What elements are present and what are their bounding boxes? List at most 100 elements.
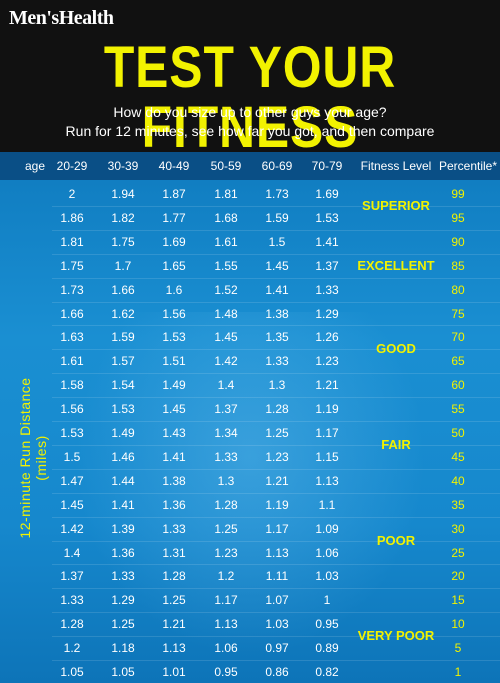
distance-cell: 1.3 bbox=[268, 378, 286, 393]
distance-cell: 1.17 bbox=[214, 593, 238, 608]
column-header: 30-39 bbox=[107, 159, 139, 173]
distance-cell: 1.51 bbox=[162, 354, 186, 369]
distance-cell: 1.1 bbox=[318, 497, 336, 512]
distance-cell: 1.58 bbox=[60, 378, 84, 393]
distance-cell: 1.75 bbox=[60, 258, 84, 273]
distance-cell: 1.33 bbox=[60, 593, 84, 608]
fitness-level-label: EXCELLENT bbox=[357, 257, 435, 273]
row-divider bbox=[52, 205, 500, 207]
percentile-cell: 30 bbox=[451, 521, 465, 536]
distance-cell: 1.37 bbox=[315, 258, 339, 273]
distance-cell: 1.59 bbox=[265, 210, 289, 225]
distance-cell: 1.81 bbox=[60, 234, 84, 249]
distance-cell: 1.94 bbox=[111, 187, 135, 201]
distance-cell: 1.69 bbox=[315, 187, 339, 201]
distance-cell: 1.41 bbox=[162, 449, 186, 464]
distance-cell: 1.28 bbox=[214, 497, 238, 512]
subtitle-line-2: Run for 12 minutes, see how far you got,… bbox=[65, 123, 435, 139]
percentile-cell: 40 bbox=[451, 473, 465, 488]
distance-cell: 1.01 bbox=[162, 665, 186, 679]
distance-cell: 1.25 bbox=[214, 521, 238, 536]
distance-cell: 1.86 bbox=[60, 210, 84, 225]
distance-cell: 1.75 bbox=[111, 234, 135, 249]
distance-cell: 1.33 bbox=[315, 282, 339, 297]
distance-cell: 0.97 bbox=[265, 641, 289, 656]
distance-cell: 1.77 bbox=[162, 210, 186, 225]
distance-cell: 1.19 bbox=[265, 497, 289, 512]
distance-cell: 1.47 bbox=[60, 473, 84, 488]
column-header: Fitness Level bbox=[360, 159, 432, 173]
distance-cell: 1.17 bbox=[265, 521, 289, 536]
distance-cell: 1.45 bbox=[214, 330, 238, 345]
distance-cell: 2 bbox=[68, 187, 76, 201]
percentile-cell: 55 bbox=[451, 402, 465, 417]
distance-cell: 1.34 bbox=[214, 426, 238, 440]
percentile-cell: 95 bbox=[451, 210, 465, 225]
percentile-cell: 10 bbox=[451, 617, 465, 632]
row-divider bbox=[52, 277, 500, 279]
row-divider bbox=[52, 492, 500, 494]
distance-cell: 1.23 bbox=[315, 354, 339, 369]
distance-cell: 1.26 bbox=[315, 330, 339, 345]
percentile-cell: 99 bbox=[451, 187, 465, 201]
row-divider bbox=[52, 516, 500, 518]
distance-cell: 1.36 bbox=[162, 497, 186, 512]
distance-cell: 1.53 bbox=[111, 402, 135, 417]
distance-cell: 1.29 bbox=[111, 593, 135, 608]
distance-cell: 1.73 bbox=[60, 282, 84, 297]
fitness-table: 12-minute Run Distance (miles) age 20-29 3… bbox=[0, 152, 500, 683]
distance-cell: 1.82 bbox=[111, 210, 135, 225]
distance-cell: 1.06 bbox=[214, 641, 238, 656]
distance-cell: 1.59 bbox=[111, 330, 135, 345]
distance-cell: 1.66 bbox=[60, 306, 84, 321]
row-divider bbox=[52, 397, 500, 399]
distance-cell: 1.35 bbox=[265, 330, 289, 345]
distance-cell: 1.43 bbox=[162, 426, 186, 440]
row-divider bbox=[52, 564, 500, 566]
distance-cell: 1.45 bbox=[60, 497, 84, 512]
distance-cell: 1.18 bbox=[111, 641, 135, 656]
table-header-row bbox=[0, 152, 500, 180]
distance-cell: 0.86 bbox=[265, 665, 289, 679]
y-axis-label: 12-minute Run Distance (miles) bbox=[17, 377, 49, 539]
column-header: 60-69 bbox=[261, 159, 293, 173]
distance-cell: 1.06 bbox=[315, 545, 339, 560]
distance-cell: 1.5 bbox=[268, 234, 286, 249]
distance-cell: 1.38 bbox=[265, 306, 289, 321]
percentile-cell: 65 bbox=[451, 354, 465, 369]
percentile-cell: 15 bbox=[451, 593, 465, 608]
distance-cell: 1.87 bbox=[162, 187, 186, 201]
percentile-cell: 90 bbox=[451, 234, 465, 249]
distance-cell: 1.42 bbox=[214, 354, 238, 369]
column-header: 50-59 bbox=[210, 159, 242, 173]
percentile-cell: 75 bbox=[451, 306, 465, 321]
row-divider bbox=[52, 253, 500, 255]
row-divider bbox=[52, 421, 500, 422]
distance-cell: 1.37 bbox=[214, 402, 238, 417]
fitness-level-label: GOOD bbox=[376, 341, 416, 357]
distance-cell: 1.11 bbox=[265, 569, 289, 584]
row-divider bbox=[52, 612, 500, 614]
distance-cell: 1.41 bbox=[315, 234, 339, 249]
row-divider bbox=[52, 373, 500, 375]
distance-cell: 1.13 bbox=[162, 641, 186, 656]
percentile-cell: 50 bbox=[451, 426, 465, 440]
distance-cell: 1.3 bbox=[217, 473, 235, 488]
distance-cell: 1.4 bbox=[63, 545, 81, 560]
poster-header: Men'sHealth TEST YOUR FITNESS How do you… bbox=[0, 0, 500, 158]
distance-cell: 1.4 bbox=[217, 378, 235, 393]
distance-cell: 1.25 bbox=[162, 593, 186, 608]
distance-cell: 1.66 bbox=[111, 282, 135, 297]
row-divider bbox=[52, 444, 500, 446]
distance-cell: 1.46 bbox=[111, 449, 135, 464]
distance-cell: 1 bbox=[323, 593, 331, 608]
distance-cell: 1.41 bbox=[265, 282, 289, 297]
distance-cell: 1.62 bbox=[111, 306, 135, 321]
percentile-cell: 1 bbox=[454, 665, 462, 679]
distance-cell: 1.41 bbox=[111, 497, 135, 512]
distance-cell: 1.55 bbox=[214, 258, 238, 273]
distance-cell: 1.52 bbox=[214, 282, 238, 297]
distance-cell: 0.82 bbox=[315, 665, 339, 679]
distance-cell: 1.17 bbox=[315, 426, 339, 440]
distance-cell: 1.38 bbox=[162, 473, 186, 488]
